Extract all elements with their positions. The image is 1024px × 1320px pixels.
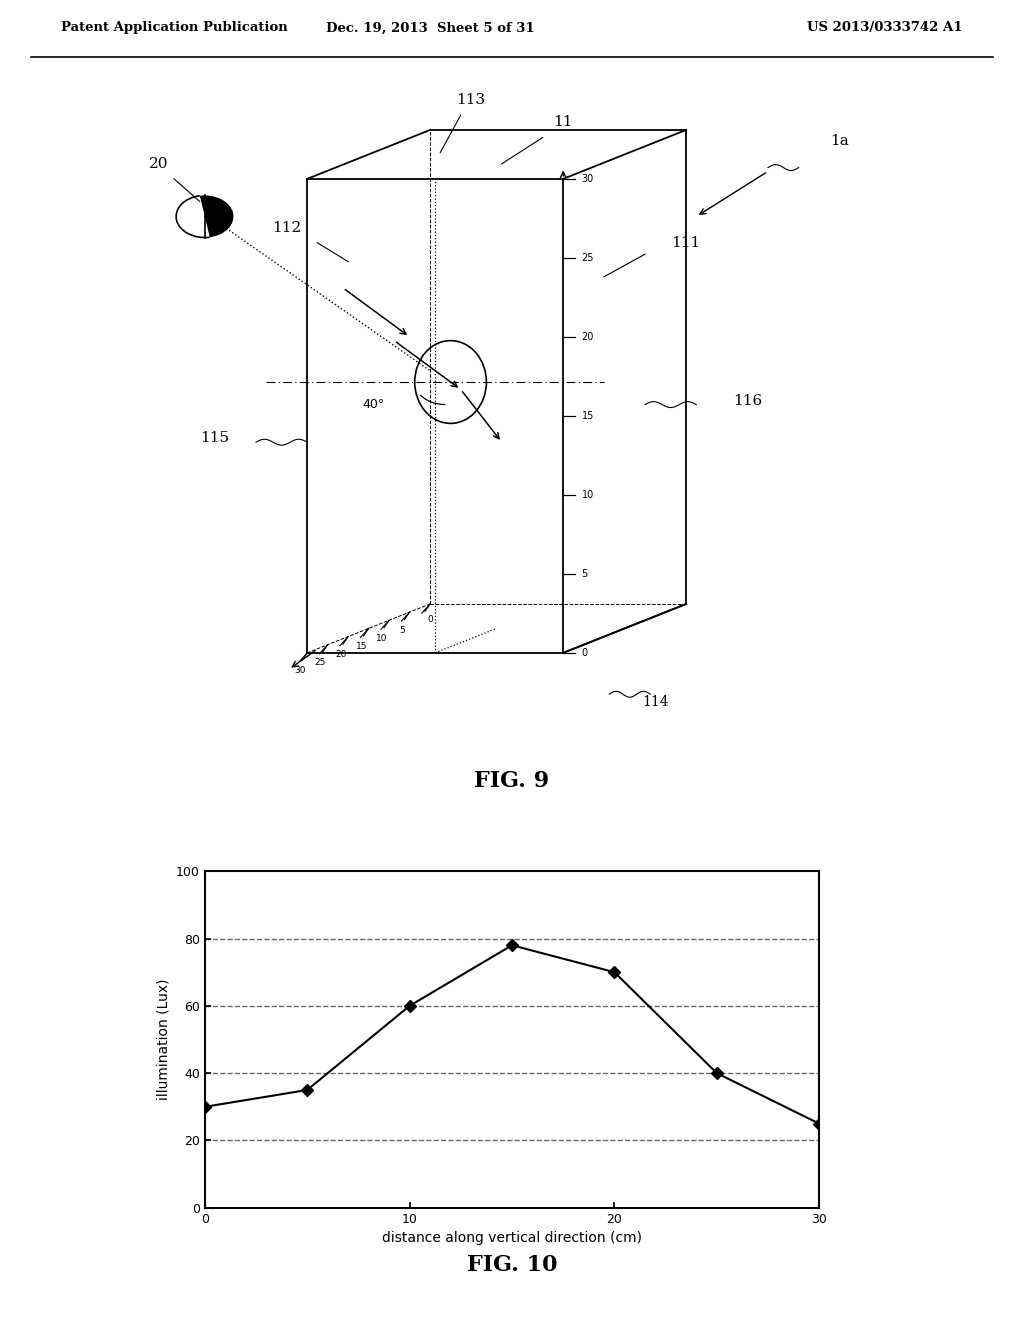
Text: 0: 0 <box>582 648 588 657</box>
Text: 114: 114 <box>642 694 669 709</box>
Text: 0: 0 <box>427 615 433 624</box>
Text: 30: 30 <box>582 174 594 183</box>
Text: 40°: 40° <box>362 399 385 411</box>
Text: Dec. 19, 2013  Sheet 5 of 31: Dec. 19, 2013 Sheet 5 of 31 <box>326 21 535 34</box>
Text: 15: 15 <box>582 411 594 421</box>
Text: 115: 115 <box>201 432 229 445</box>
Y-axis label: illumination (Lux): illumination (Lux) <box>157 978 171 1101</box>
Text: 113: 113 <box>457 92 485 107</box>
Text: 1a: 1a <box>830 135 849 148</box>
Wedge shape <box>200 195 233 238</box>
Text: 15: 15 <box>355 642 368 651</box>
Text: 20: 20 <box>582 331 594 342</box>
Text: Patent Application Publication: Patent Application Publication <box>61 21 288 34</box>
Text: US 2013/0333742 A1: US 2013/0333742 A1 <box>807 21 963 34</box>
Text: 11: 11 <box>553 115 573 129</box>
Text: 5: 5 <box>582 569 588 579</box>
X-axis label: distance along vertical direction (cm): distance along vertical direction (cm) <box>382 1232 642 1245</box>
Text: 112: 112 <box>272 220 301 235</box>
Text: 10: 10 <box>376 634 388 643</box>
Text: FIG. 9: FIG. 9 <box>474 770 550 792</box>
Text: 111: 111 <box>672 235 700 249</box>
Text: 25: 25 <box>582 253 594 263</box>
Text: 20: 20 <box>335 651 347 659</box>
Text: 5: 5 <box>399 626 406 635</box>
Text: FIG. 10: FIG. 10 <box>467 1254 557 1275</box>
Text: 116: 116 <box>733 393 762 408</box>
Text: 20: 20 <box>148 157 169 170</box>
Text: 25: 25 <box>314 659 327 668</box>
Text: 10: 10 <box>582 490 594 500</box>
Text: 30: 30 <box>294 667 306 676</box>
